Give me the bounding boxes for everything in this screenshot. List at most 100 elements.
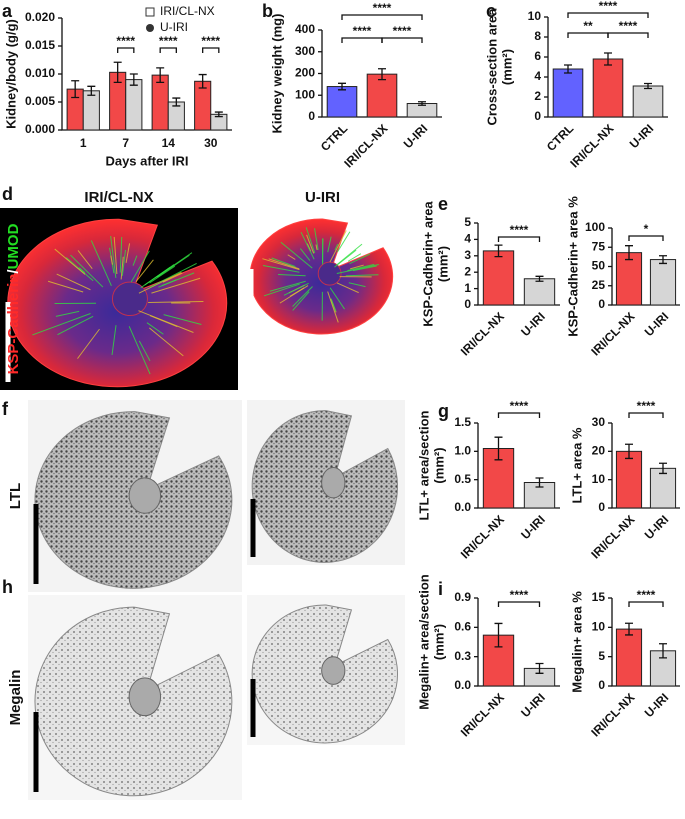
tubule [347, 253, 362, 262]
x-tick-label: U-IRI [518, 690, 548, 720]
stain-part: UMOD [5, 223, 22, 269]
tubule [271, 257, 296, 268]
tubule [120, 256, 124, 280]
x-tick-label: IRI/CL-NX [588, 512, 637, 561]
x-tick-label: IRI/CL-NX [458, 690, 507, 739]
tubule [146, 322, 164, 335]
y-tick-label: 5 [598, 649, 605, 663]
tubule [111, 325, 117, 355]
y-tick-label: 0 [308, 109, 315, 123]
error-bar [659, 462, 667, 475]
y-tick-label: 1.5 [454, 415, 471, 429]
y-tick-label: 0.0 [454, 678, 471, 692]
tubule [121, 249, 127, 276]
error-bar [494, 244, 503, 258]
significance-bracket [497, 412, 541, 418]
significance-label: **** [510, 399, 529, 413]
stain-part: KSP-Cadherin [5, 274, 22, 375]
significance-bracket [341, 37, 383, 43]
bar [552, 68, 584, 118]
tubule [70, 254, 104, 288]
y-axis-label: Kidney weight (mg) [269, 14, 284, 134]
error-bar [418, 101, 426, 106]
significance-bracket [607, 32, 649, 38]
bar [649, 259, 677, 306]
image-title: U-IRI [305, 189, 340, 206]
tubule [148, 327, 184, 357]
tubule [149, 265, 176, 284]
error-bar [338, 82, 346, 91]
tubule [278, 274, 306, 277]
tubule [347, 263, 375, 272]
y-tick-label: 0.020 [25, 10, 55, 24]
axes [321, 30, 442, 118]
tubule [130, 250, 150, 283]
y-tick-label: 0.000 [25, 122, 55, 136]
tubule [329, 287, 345, 310]
tubule [138, 310, 194, 333]
significance-bracket [159, 47, 177, 53]
tubule [287, 254, 296, 260]
bar [615, 628, 643, 687]
significance-label: **** [619, 19, 638, 33]
papilla [317, 261, 342, 286]
legend-marker [146, 24, 154, 32]
x-tick-label: 14 [162, 136, 176, 150]
legend-label: IRI/CL-NX [160, 4, 215, 18]
error-bar [113, 61, 122, 84]
significance-bracket [628, 235, 664, 241]
tubule [349, 253, 371, 265]
error-bar [129, 73, 138, 86]
tubule [350, 264, 364, 270]
y-axis-label: (mm²) [435, 246, 450, 282]
x-tick-label: 1 [80, 136, 87, 150]
tubule [125, 243, 131, 263]
y-axis-label: (mm²) [431, 624, 446, 660]
tubule [32, 313, 91, 336]
x-tick-label: CTRL [544, 121, 577, 154]
tubule [47, 280, 84, 293]
tubule [113, 236, 118, 275]
y-tick-label: 0 [534, 109, 541, 123]
tubule [262, 258, 300, 271]
tubule [334, 249, 357, 268]
stain-label: Megalin [7, 670, 24, 726]
x-tick-label: IRI/CL-NX [341, 121, 390, 170]
bar [649, 467, 677, 509]
tubule [119, 236, 123, 273]
tubule [315, 244, 318, 250]
y-tick-label: 1 [464, 281, 471, 295]
y-axis-label: Kidney/body (g/g) [3, 19, 18, 129]
tubule [348, 282, 366, 288]
legend-marker [145, 7, 155, 17]
significance-bracket [567, 12, 649, 18]
panel-label: f [2, 399, 9, 419]
tubule [279, 285, 309, 304]
error-bar [625, 622, 633, 636]
y-tick-label: 3 [464, 248, 471, 262]
panel-label: g [438, 401, 449, 421]
papilla [321, 656, 346, 685]
x-tick-label: 7 [122, 136, 129, 150]
y-axis-label: KSP-Cadherin+ area % [565, 196, 580, 337]
significance-bracket [117, 47, 135, 53]
y-tick-label: 100 [295, 87, 315, 101]
tubule [269, 280, 306, 292]
error-bar [494, 622, 503, 648]
error-bar [625, 443, 633, 460]
image-title: IRI/CL-NX [84, 189, 153, 206]
tubule [337, 231, 351, 253]
y-tick-label: 5 [464, 215, 471, 229]
error-bar [156, 67, 165, 84]
tubule [283, 282, 309, 296]
significance-label: **** [116, 34, 135, 48]
x-tick-label: 30 [204, 136, 218, 150]
tubule [334, 243, 339, 251]
tubule [262, 265, 300, 273]
tubule [151, 277, 201, 294]
y-axis-label: (mm²) [499, 49, 514, 85]
error-bar [87, 85, 96, 96]
bar [523, 482, 556, 509]
y-tick-label: 0 [598, 500, 605, 514]
error-bar [535, 275, 544, 282]
